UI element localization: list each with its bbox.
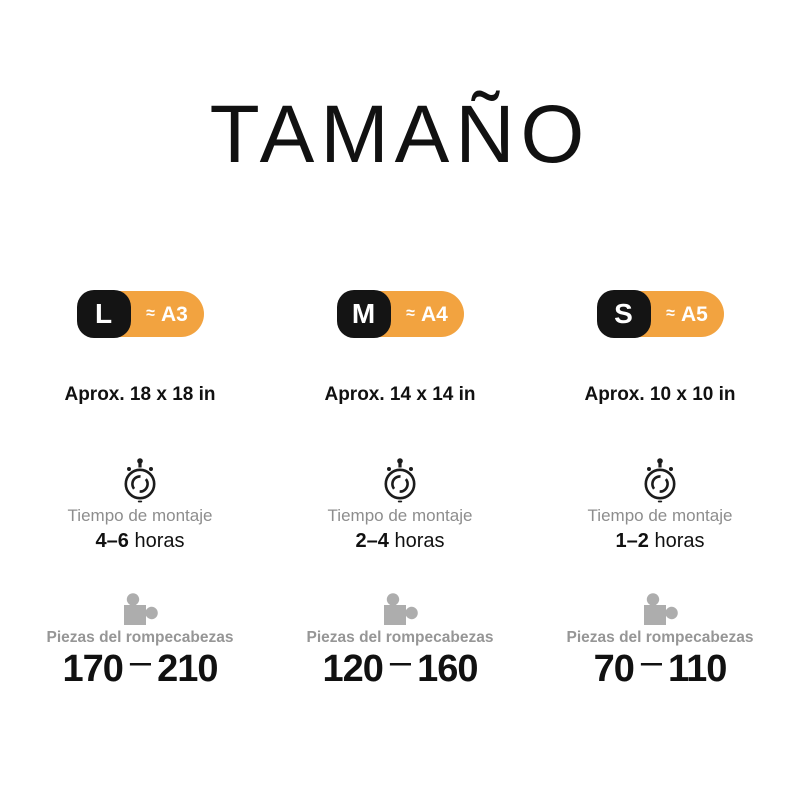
pieces-max: 210 bbox=[157, 648, 218, 690]
stopwatch-icon bbox=[378, 456, 422, 503]
paper-size-label: A5 bbox=[680, 302, 708, 326]
paper-size-equivalent: ≈ A4 bbox=[391, 290, 464, 338]
pieces-range: 120–160 bbox=[322, 643, 479, 690]
stopwatch-icon bbox=[638, 456, 682, 503]
pieces-range: 70–110 bbox=[593, 643, 728, 690]
assembly-time-label: Tiempo de montaje bbox=[587, 506, 733, 525]
approx-equal-icon: ≈ bbox=[666, 305, 675, 322]
size-letter: M bbox=[351, 298, 376, 329]
dimensions-text: Aprox. 18 x 18 in bbox=[64, 384, 216, 405]
page-title: TAMAÑO bbox=[209, 89, 591, 180]
size-letter-chip: M bbox=[336, 290, 391, 338]
size-letter-chip: L bbox=[76, 290, 131, 338]
puzzle-piece-icon bbox=[382, 593, 418, 626]
assembly-time-range: 4–6 bbox=[95, 530, 129, 552]
assembly-time-value: 4–6 horas bbox=[96, 530, 185, 553]
paper-size-equivalent: ≈ A5 bbox=[651, 290, 724, 338]
size-column-small: S ≈ A5 Aprox. 10 x 10 in bbox=[530, 290, 790, 688]
assembly-time-label: Tiempo de montaje bbox=[327, 506, 473, 525]
paper-size-label: A3 bbox=[160, 302, 188, 326]
assembly-time-range: 2–4 bbox=[355, 530, 389, 552]
pieces-range: 170–210 bbox=[62, 643, 219, 690]
pieces-dash: – bbox=[640, 641, 662, 683]
pieces-max: 160 bbox=[417, 648, 478, 690]
stopwatch-icon bbox=[118, 456, 162, 503]
paper-size-label: A4 bbox=[420, 302, 448, 326]
approx-equal-icon: ≈ bbox=[146, 305, 155, 322]
pieces-min: 70 bbox=[593, 648, 635, 690]
assembly-time-value: 2–4 horas bbox=[356, 530, 445, 553]
pieces-max: 110 bbox=[668, 648, 727, 690]
size-columns: L ≈ A3 Aprox. 18 x 18 in bbox=[0, 290, 800, 688]
dimensions-text: Aprox. 14 x 14 in bbox=[324, 384, 476, 405]
pieces-dash: – bbox=[389, 641, 411, 683]
size-letter: S bbox=[614, 298, 633, 329]
pieces-min: 170 bbox=[62, 648, 124, 690]
pieces-dash: – bbox=[129, 641, 151, 683]
pieces-label: Piezas del rompecabezas bbox=[306, 629, 494, 646]
assembly-time-unit: horas bbox=[394, 530, 445, 552]
size-column-medium: M ≈ A4 Aprox. 14 x 14 in bbox=[270, 290, 530, 688]
assembly-time-range: 1–2 bbox=[615, 530, 649, 552]
size-letter: L bbox=[94, 298, 113, 329]
size-badge: M ≈ A4 bbox=[336, 290, 464, 338]
assembly-time-unit: horas bbox=[654, 530, 705, 552]
size-column-large: L ≈ A3 Aprox. 18 x 18 in bbox=[10, 290, 270, 688]
approx-equal-icon: ≈ bbox=[406, 305, 415, 322]
assembly-time-unit: horas bbox=[134, 530, 185, 552]
assembly-time-value: 1–2 horas bbox=[616, 530, 705, 553]
size-badge: S ≈ A5 bbox=[596, 290, 724, 338]
pieces-label: Piezas del rompecabezas bbox=[566, 629, 754, 646]
pieces-label: Piezas del rompecabezas bbox=[46, 629, 234, 646]
paper-size-equivalent: ≈ A3 bbox=[131, 290, 204, 338]
dimensions-text: Aprox. 10 x 10 in bbox=[584, 384, 736, 405]
size-letter-chip: S bbox=[596, 290, 651, 338]
puzzle-piece-icon bbox=[642, 593, 678, 626]
assembly-time-label: Tiempo de montaje bbox=[67, 506, 213, 525]
puzzle-piece-icon bbox=[122, 593, 158, 626]
pieces-min: 120 bbox=[322, 648, 384, 690]
size-badge: L ≈ A3 bbox=[76, 290, 204, 338]
